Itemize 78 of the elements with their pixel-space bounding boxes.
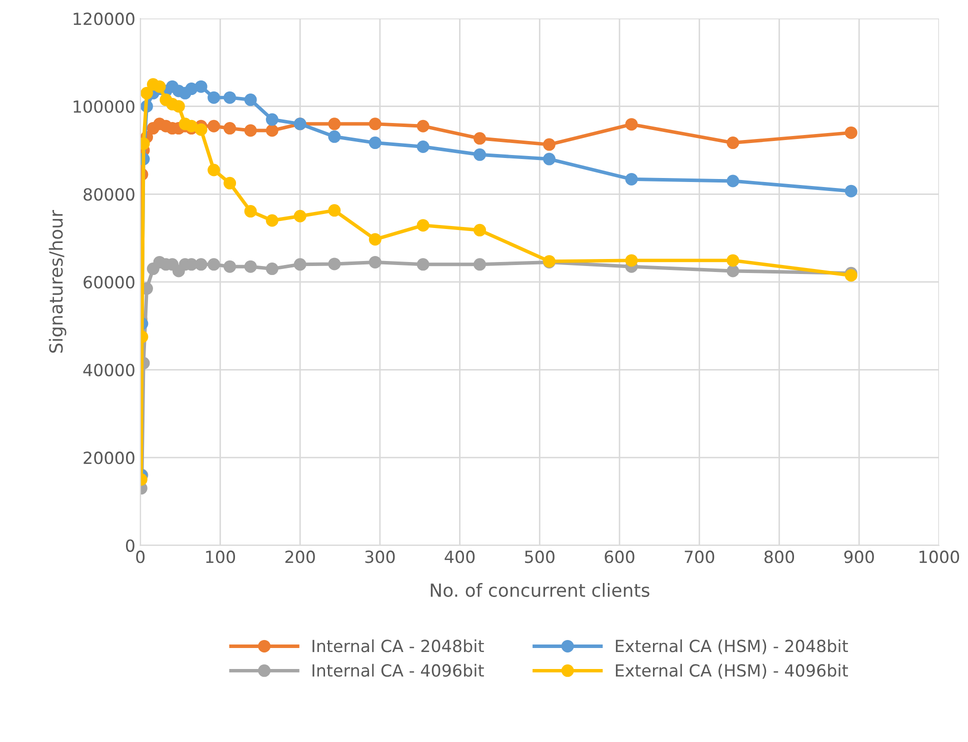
x-tick-label: 1000 (920, 550, 960, 564)
point (194, 258, 208, 271)
point (244, 260, 257, 273)
point (266, 214, 278, 227)
point (844, 184, 858, 198)
point (294, 210, 306, 222)
x-tick-label: 900 (844, 550, 874, 564)
legend-label: Internal CA - 4096bit (312, 664, 484, 677)
x-tick-label: 500 (525, 550, 554, 564)
legend-label: Internal CA - 2048bit (312, 639, 484, 652)
point (474, 224, 486, 236)
x-tick-label: 700 (684, 550, 714, 564)
y-tick-label: 20000 (84, 452, 134, 464)
point (726, 254, 740, 267)
x-tick-label: 800 (764, 550, 794, 564)
point (368, 136, 382, 150)
point (844, 269, 858, 282)
point (368, 118, 382, 130)
point (542, 138, 556, 151)
point (416, 258, 430, 271)
x-tick-label: 200 (285, 550, 315, 564)
point (172, 100, 185, 113)
y-tick-label: 40000 (83, 364, 134, 376)
point (140, 86, 153, 100)
x-tick-label: 300 (365, 550, 395, 564)
x-tick-label: 100 (206, 550, 236, 564)
y-tick-label: 0 (126, 539, 134, 552)
point (224, 91, 236, 104)
point (416, 120, 430, 132)
x-tick-label: 0 (136, 550, 145, 564)
point (625, 118, 638, 131)
point (542, 152, 556, 166)
point (266, 262, 278, 276)
point (266, 124, 278, 137)
point (208, 120, 220, 132)
point (194, 123, 208, 136)
point (224, 122, 236, 135)
y-axis-title: Signatures/hour (48, 210, 66, 353)
point (416, 219, 430, 232)
point (416, 140, 430, 153)
point (224, 176, 236, 190)
point (474, 148, 486, 161)
point (474, 258, 486, 271)
legend-label: External CA (HSM) - 2048bit (616, 639, 848, 654)
point (266, 113, 278, 126)
point (726, 174, 740, 188)
point (153, 80, 166, 93)
point (208, 164, 220, 176)
point (224, 260, 236, 273)
point (208, 91, 220, 104)
x-axis-title: No. of concurrent clients (430, 583, 650, 598)
x-tick-label: 600 (604, 550, 634, 564)
y-tick-label: 100000 (74, 100, 134, 113)
point (328, 130, 341, 143)
point (244, 124, 257, 137)
point (368, 233, 382, 246)
point (625, 254, 638, 267)
point (294, 258, 306, 271)
point (474, 132, 486, 145)
point (328, 118, 341, 130)
point (726, 136, 740, 150)
point (185, 82, 198, 96)
point (328, 204, 341, 217)
point (194, 80, 208, 93)
x-tick-label: 400 (444, 550, 475, 564)
point (208, 258, 220, 271)
point (244, 205, 257, 218)
y-tick-label: 120000 (74, 12, 134, 26)
point (726, 264, 740, 278)
point (844, 126, 858, 139)
point (328, 258, 341, 270)
point (368, 256, 382, 268)
y-tick-label: 80000 (84, 188, 134, 201)
point (625, 172, 638, 186)
point (185, 120, 198, 132)
y-tick-label: 60000 (84, 276, 134, 289)
point (244, 94, 257, 106)
legend-label: External CA (HSM) - 4096bit (616, 664, 848, 679)
